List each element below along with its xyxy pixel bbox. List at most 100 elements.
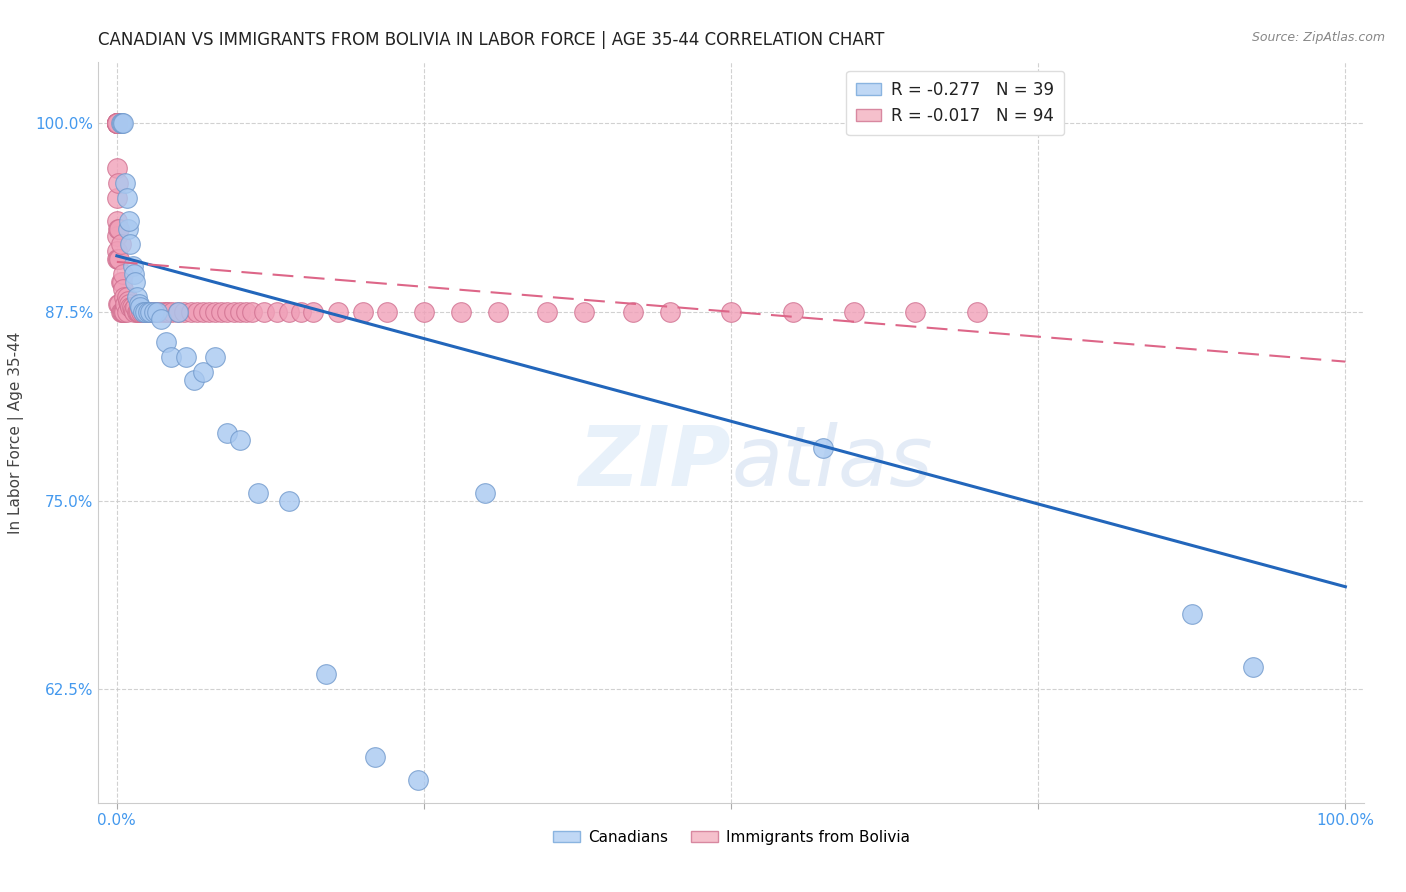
Point	[115, 191, 138, 205]
Point	[110, 275, 132, 289]
Point	[105, 116, 128, 130]
Point	[124, 275, 146, 289]
Point	[572, 304, 595, 318]
Point	[105, 116, 128, 130]
Point	[111, 116, 134, 130]
Point	[474, 486, 496, 500]
Text: atlas: atlas	[731, 422, 932, 503]
Point	[904, 304, 927, 318]
Point	[326, 304, 349, 318]
Point	[142, 304, 165, 318]
Point	[204, 350, 226, 364]
Point	[173, 304, 195, 318]
Point	[1181, 607, 1204, 621]
Point	[112, 290, 135, 304]
Point	[105, 116, 128, 130]
Point	[118, 297, 141, 311]
Point	[191, 365, 214, 379]
Point	[191, 304, 214, 318]
Point	[118, 214, 141, 228]
Point	[160, 350, 183, 364]
Point	[105, 161, 128, 176]
Point	[131, 304, 153, 318]
Point	[186, 304, 208, 318]
Point	[129, 300, 152, 314]
Text: ZIP: ZIP	[578, 422, 731, 503]
Point	[127, 304, 149, 318]
Point	[658, 304, 681, 318]
Point	[120, 236, 142, 251]
Point	[253, 304, 276, 318]
Point	[111, 304, 134, 318]
Point	[486, 304, 509, 318]
Point	[842, 304, 865, 318]
Point	[146, 304, 169, 318]
Point	[105, 116, 128, 130]
Point	[125, 304, 148, 318]
Point	[621, 304, 644, 318]
Point	[111, 275, 134, 289]
Point	[198, 304, 221, 318]
Point	[105, 116, 128, 130]
Point	[302, 304, 325, 318]
Point	[290, 304, 312, 318]
Point	[105, 244, 128, 259]
Point	[105, 116, 128, 130]
Point	[108, 221, 131, 235]
Point	[134, 304, 156, 318]
Point	[209, 304, 232, 318]
Point	[110, 304, 132, 318]
Point	[782, 304, 804, 318]
Point	[110, 116, 132, 130]
Point	[134, 304, 156, 318]
Point	[117, 221, 139, 235]
Point	[105, 116, 128, 130]
Point	[155, 334, 177, 349]
Point	[111, 304, 134, 318]
Point	[536, 304, 558, 318]
Y-axis label: In Labor Force | Age 35-44: In Labor Force | Age 35-44	[8, 332, 24, 533]
Point	[406, 773, 429, 788]
Point	[115, 290, 138, 304]
Point	[139, 304, 162, 318]
Point	[364, 750, 387, 764]
Point	[139, 304, 162, 318]
Point	[105, 116, 128, 130]
Point	[122, 267, 145, 281]
Point	[167, 304, 190, 318]
Point	[217, 425, 239, 440]
Point	[136, 304, 159, 318]
Point	[136, 304, 159, 318]
Point	[277, 304, 299, 318]
Point	[110, 236, 132, 251]
Point	[149, 304, 172, 318]
Point	[217, 304, 239, 318]
Point	[150, 312, 173, 326]
Point	[174, 350, 197, 364]
Point	[108, 297, 131, 311]
Point	[966, 304, 988, 318]
Point	[128, 297, 150, 311]
Point	[1241, 660, 1264, 674]
Point	[114, 177, 136, 191]
Point	[813, 441, 835, 455]
Point	[228, 304, 250, 318]
Point	[115, 304, 138, 318]
Point	[121, 300, 143, 314]
Point	[155, 304, 177, 318]
Point	[111, 267, 134, 281]
Point	[111, 116, 134, 130]
Point	[105, 116, 128, 130]
Point	[105, 116, 128, 130]
Point	[107, 252, 129, 266]
Point	[112, 304, 135, 318]
Point	[121, 303, 143, 318]
Legend: Canadians, Immigrants from Bolivia: Canadians, Immigrants from Bolivia	[547, 823, 915, 851]
Point	[228, 433, 250, 447]
Point	[204, 304, 226, 318]
Point	[142, 304, 165, 318]
Point	[105, 191, 128, 205]
Text: Source: ZipAtlas.com: Source: ZipAtlas.com	[1251, 31, 1385, 45]
Point	[247, 486, 270, 500]
Point	[108, 252, 131, 266]
